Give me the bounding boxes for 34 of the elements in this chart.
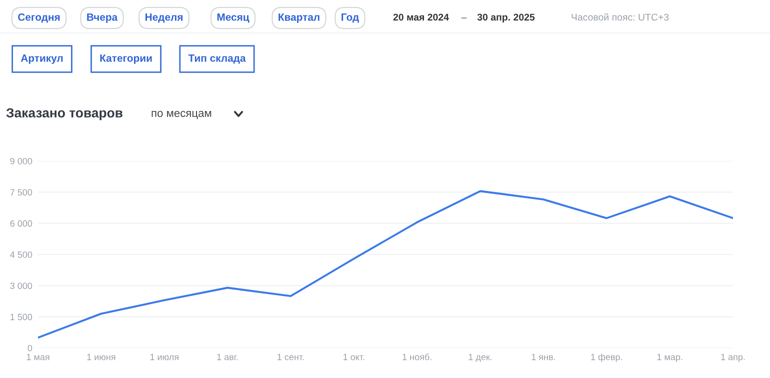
text: 30 апр. 2025 xyxy=(477,14,535,23)
x-tick-label: 1 нояб. xyxy=(402,353,432,360)
chart-subtitle: по месяцам xyxy=(152,110,212,120)
text: Месяц xyxy=(217,14,250,23)
y-tick-label: 0 xyxy=(28,344,32,352)
x-tick-label: 1 сент. xyxy=(278,354,304,360)
x-tick-label: 1 июля xyxy=(150,354,178,360)
x-tick-label: 1 дек. xyxy=(468,354,492,362)
x-tick-label: 1 февр. xyxy=(591,354,622,362)
y-tick-label: 1 500 xyxy=(10,314,32,320)
text: Вчера xyxy=(87,14,118,23)
text: Год xyxy=(342,14,359,23)
y-tick-label: 4 500 xyxy=(10,251,32,258)
x-tick-label: 1 июня xyxy=(87,354,116,360)
x-tick-label: 1 мар. xyxy=(657,354,682,362)
y-tick-label: 6 000 xyxy=(10,220,32,227)
text: Неделя xyxy=(145,14,182,23)
y-tick-label: 3 000 xyxy=(10,282,32,290)
text: Тип склада xyxy=(188,54,246,64)
x-tick-label: 1 окт. xyxy=(343,354,364,360)
x-tick-label: 1 янв. xyxy=(532,354,555,360)
text: Категории xyxy=(100,54,152,64)
y-tick-label: 7 500 xyxy=(10,189,32,196)
text: Артикул xyxy=(20,54,63,64)
text: Часовой пояс: UTC+3 xyxy=(572,13,669,21)
line-series xyxy=(38,190,733,339)
x-tick-label: 1 апр. xyxy=(721,354,745,362)
text: Сегодня xyxy=(18,13,60,23)
text: 20 мая 2024 xyxy=(393,14,449,21)
x-tick-label: 1 мая xyxy=(26,354,50,360)
text: Квартал xyxy=(278,14,320,23)
x-tick-label: 1 авг. xyxy=(217,354,238,360)
y-tick-label: 9 000 xyxy=(10,158,32,164)
chart-title: Заказано товаров xyxy=(6,108,122,120)
